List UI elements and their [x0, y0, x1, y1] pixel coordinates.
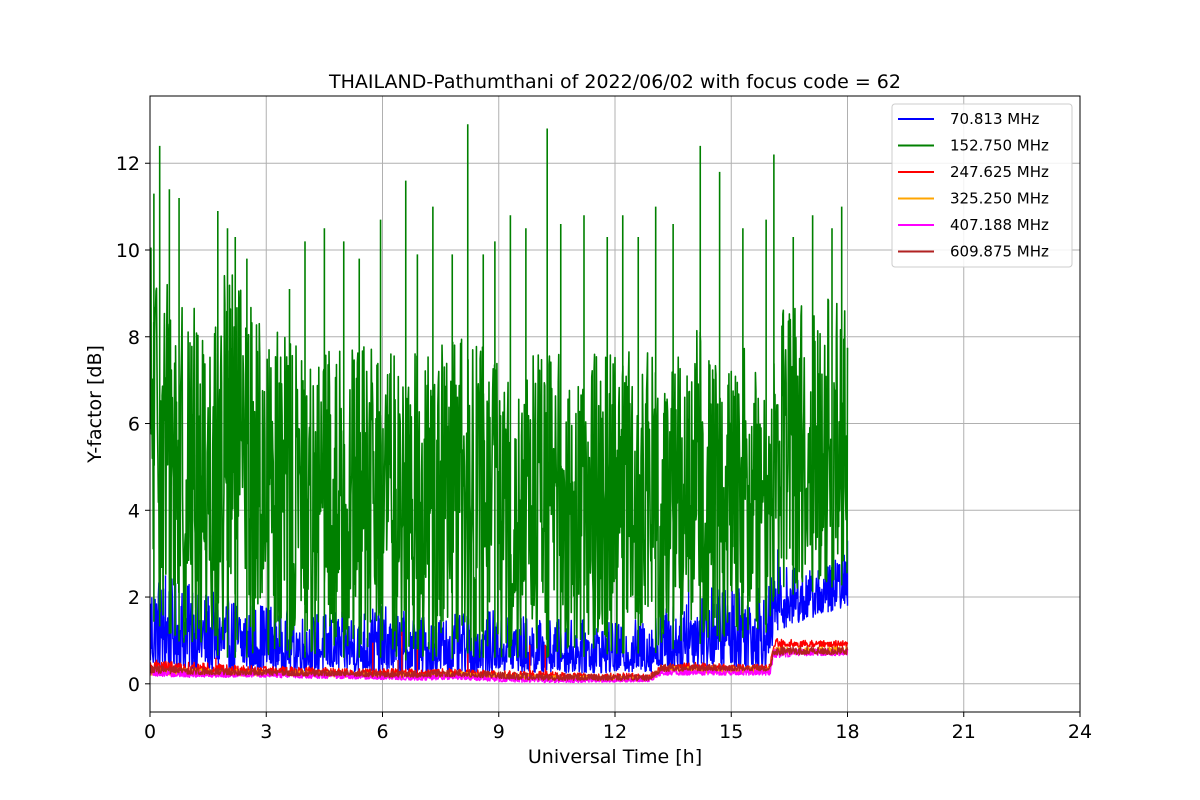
- y-tick-label: 8: [128, 327, 140, 349]
- series-line-152-750-mhz: [150, 124, 849, 662]
- x-tick-label: 9: [493, 721, 505, 743]
- legend-label-609-875-mhz: 609.875 MHz: [950, 243, 1049, 261]
- x-axis-label: Universal Time [h]: [528, 746, 702, 768]
- y-tick-label: 0: [128, 674, 140, 696]
- x-tick-label: 3: [260, 721, 272, 743]
- y-axis-label: Y-factor [dB]: [84, 345, 106, 464]
- legend-label-70-813-mhz: 70.813 MHz: [950, 110, 1039, 128]
- legend: 70.813 MHz 152.750 MHz 247.625 MHz 325.250 …: [891, 103, 1073, 268]
- series-layer: [150, 124, 849, 684]
- y-tick-label: 10: [116, 240, 140, 262]
- y-tick-label: 12: [116, 153, 140, 175]
- legend-label-247-625-mhz: 247.625 MHz: [950, 163, 1049, 181]
- y-tick-label: 2: [128, 587, 140, 609]
- legend-label-407-188-mhz: 407.188 MHz: [950, 216, 1049, 234]
- legend-label-152-750-mhz: 152.750 MHz: [950, 137, 1049, 155]
- x-tick-label: 6: [376, 721, 388, 743]
- legend-label-325-250-mhz: 325.250 MHz: [950, 190, 1049, 208]
- x-tick-label: 18: [835, 721, 859, 743]
- x-tick-label: 12: [603, 721, 627, 743]
- series-line-609-875-mhz: [150, 646, 849, 682]
- y-tick-label: 6: [128, 414, 140, 436]
- x-tick-label: 0: [144, 721, 156, 743]
- x-tick-label: 24: [1068, 721, 1092, 743]
- x-tick-label: 21: [952, 721, 976, 743]
- legend-box: [891, 103, 1073, 268]
- x-tick-label: 15: [719, 721, 743, 743]
- y-tick-label: 4: [128, 500, 140, 522]
- chart-title: THAILAND-Pathumthani of 2022/06/02 with …: [328, 71, 901, 93]
